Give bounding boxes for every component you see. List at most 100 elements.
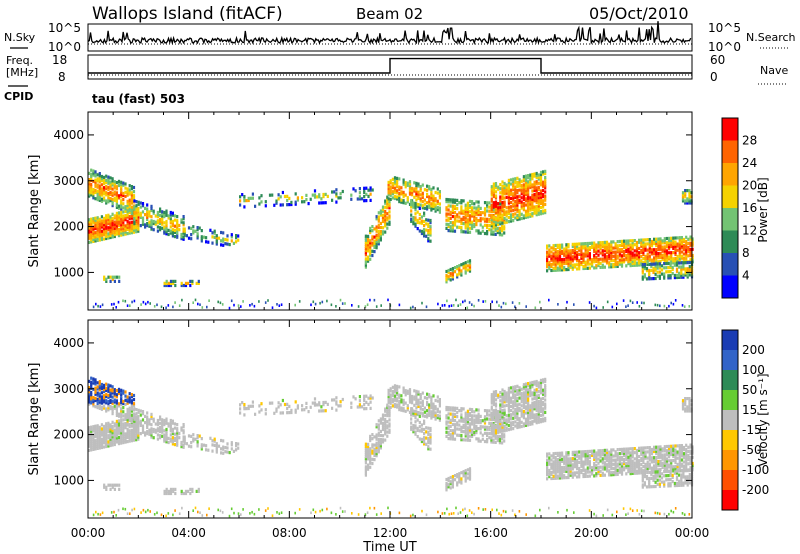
velocity-cell [277, 405, 280, 409]
velocity-cell [537, 400, 540, 404]
power-cell [130, 199, 133, 203]
velocity-cell [462, 425, 465, 430]
velocity-cell [451, 475, 454, 479]
power-cell [468, 269, 472, 273]
velocity-cell [542, 419, 545, 423]
velocity-cell [364, 442, 367, 446]
velocity-cell [111, 431, 114, 435]
velocity-cell [412, 424, 415, 428]
velocity-cell [92, 435, 95, 439]
power-cell [115, 185, 118, 189]
velocity-cell [113, 487, 116, 491]
power-cell [522, 179, 525, 183]
power-cell [661, 245, 664, 249]
power-cell [400, 190, 403, 194]
velocity-cell [427, 426, 430, 430]
power-cell [631, 261, 634, 265]
power-cell [428, 195, 431, 199]
power-cell [245, 199, 248, 203]
velocity-cell [364, 444, 367, 448]
power-cell [387, 186, 390, 191]
power-cell [103, 227, 106, 231]
power-cell [215, 242, 218, 246]
velocity-cell [533, 392, 536, 396]
power-cell [94, 220, 97, 224]
power-cell [644, 256, 647, 260]
power-cell [169, 231, 172, 235]
power-cell [393, 180, 397, 184]
power-cell [278, 304, 281, 307]
power-cell [156, 229, 159, 233]
power-cell [507, 185, 510, 189]
power-cell [148, 224, 151, 228]
power-cell [319, 301, 321, 305]
power-cell [499, 213, 502, 218]
velocity-cell [427, 436, 430, 441]
velocity-cell [109, 392, 112, 396]
power-cell [661, 249, 664, 253]
power-cell [88, 224, 91, 228]
power-cell [396, 185, 399, 189]
power-cell [479, 213, 482, 217]
power-cell [644, 261, 647, 265]
power-cell [316, 195, 319, 199]
power-cell [414, 212, 417, 216]
power-cell [529, 185, 532, 190]
power-cell [451, 214, 454, 219]
velocity-cell [239, 407, 242, 411]
velocity-cell [471, 420, 474, 424]
velocity-cell [490, 436, 493, 440]
velocity-cell [542, 392, 545, 396]
power-cell [449, 225, 452, 229]
velocity-cell [387, 399, 390, 403]
power-cell [512, 214, 515, 219]
velocity-cell [462, 430, 465, 434]
power-cell [103, 177, 106, 182]
velocity-cell [514, 397, 517, 401]
power-cell [375, 239, 378, 244]
power-cell [387, 193, 390, 197]
power-cell [680, 246, 683, 250]
power-cell [471, 206, 474, 210]
power-cell [669, 263, 672, 267]
power-cell [126, 213, 129, 217]
power-cell [503, 184, 506, 188]
velocity-cell [516, 390, 519, 395]
power-cell [464, 224, 467, 228]
velocity-cell [173, 432, 177, 436]
velocity-cell [447, 412, 450, 416]
power-cell [98, 226, 101, 230]
velocity-cell [402, 398, 405, 402]
power-cell [117, 183, 121, 188]
power-cell [544, 190, 547, 194]
velocity-cell [512, 406, 515, 410]
power-cell [445, 226, 448, 230]
velocity-cell [468, 428, 472, 432]
power-cell [294, 303, 296, 307]
velocity-cell [88, 400, 91, 404]
velocity-cell [96, 399, 99, 403]
power-cell [686, 197, 689, 201]
power-cell [294, 200, 297, 204]
velocity-cell [288, 411, 291, 415]
velocity-cell [92, 425, 95, 429]
power-cell [492, 188, 495, 192]
power-cell [117, 215, 121, 219]
power-cell [518, 211, 521, 215]
power-cell [277, 197, 280, 201]
power-cell [220, 230, 223, 235]
power-cell [367, 255, 370, 259]
power-cell [501, 203, 504, 207]
power-cell [625, 245, 628, 249]
power-cell [419, 203, 422, 207]
power-cell [586, 248, 589, 252]
velocity-cell [96, 428, 99, 432]
power-cell [230, 239, 233, 243]
power-cell [249, 304, 251, 307]
velocity-cell [479, 439, 482, 443]
power-cell [169, 281, 173, 285]
velocity-cell [120, 437, 123, 441]
velocity-cell [161, 418, 164, 422]
power-cell [573, 255, 576, 259]
power-cell [388, 214, 391, 218]
